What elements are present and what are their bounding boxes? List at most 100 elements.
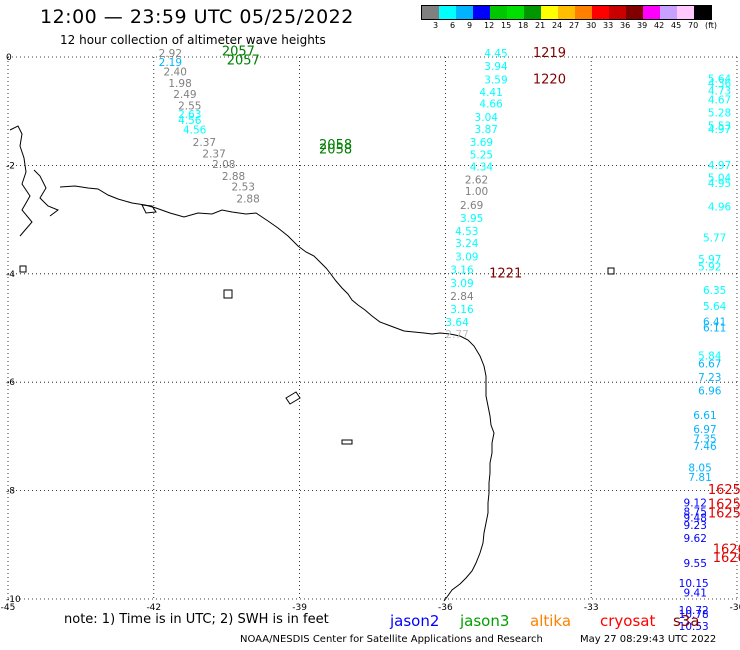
scale-swatch (524, 6, 541, 19)
scale-label: 21 (535, 21, 546, 30)
scale-swatch (541, 6, 558, 19)
scale-label: 30 (586, 21, 597, 30)
scale-swatch (507, 6, 524, 19)
swh-value: 5.77 (703, 232, 726, 244)
orbit-label: 2057 (227, 54, 260, 69)
orbit-label: 1626 (713, 551, 740, 566)
scale-label: 27 (569, 21, 580, 30)
swh-value: 10.78 (679, 609, 709, 621)
swh-value: 9.41 (684, 587, 707, 599)
scale-label: 42 (654, 21, 665, 30)
credit-text: NOAA/NESDIS Center for Satellite Applica… (240, 634, 543, 645)
page-title: 12:00 — 23:59 UTC 05/25/2022 (40, 6, 354, 28)
swh-value: 4.53 (455, 226, 478, 238)
latitude-label: -4 (6, 270, 15, 280)
swh-value: 5.64 (703, 301, 727, 313)
swh-value: 5.04 (708, 173, 732, 185)
footer-note: note: 1) Time is in UTC; 2) SWH is in fe… (64, 612, 329, 627)
satellite-legend-item: cryosat (600, 612, 656, 630)
color-scale-labels: 3 6 9 12 15 18 21 24 27 30 33 36 39 42 45 70 (ft) (421, 20, 717, 32)
swh-value: 2.55 (178, 101, 201, 113)
swh-value: 2.88 (222, 171, 245, 183)
scale-label: 18 (518, 21, 529, 30)
scale-swatch (456, 6, 473, 19)
satellite-legend-item: altika (530, 612, 572, 630)
swh-value: 3.64 (445, 317, 469, 329)
latitude-label: -6 (6, 378, 15, 388)
swh-value: 2.77 (445, 329, 468, 341)
satellite-legend-item: jason3 (460, 612, 510, 630)
swh-value: 9.62 (684, 533, 707, 545)
swh-value: 6.61 (693, 410, 716, 422)
orbit-label: 1625 (708, 497, 740, 512)
longitude-label: -30 (730, 603, 740, 613)
orbit-label: 2058 (319, 138, 352, 153)
longitude-labels: -45 -42 -39 -36 -33 -30 (1, 603, 740, 613)
scale-swatch (626, 6, 643, 19)
swh-value: 7.81 (688, 472, 711, 484)
swh-value: 2.84 (450, 291, 474, 303)
swh-value: 4.97 (708, 160, 731, 172)
color-scale-legend: 3 6 9 12 15 18 21 24 27 30 33 36 39 42 45 70 (ft) (421, 5, 717, 32)
orbit-label: 2058 (319, 142, 352, 157)
coastline (59, 185, 495, 602)
swh-value: 10.72 (679, 605, 709, 617)
swh-value: 5.28 (708, 108, 731, 120)
swh-value: 2.49 (173, 89, 196, 101)
swh-value: 3.87 (475, 124, 498, 136)
satellite-legend-item: s3a (673, 612, 700, 630)
swh-value: 7.23 (698, 372, 721, 384)
swh-value: 4.56 (183, 124, 207, 136)
swh-value: 3.09 (455, 251, 478, 263)
swh-value: 4.56 (178, 115, 202, 127)
latitude-label: -10 (6, 595, 21, 605)
swh-value: 5.97 (698, 254, 721, 266)
swh-value: 9.48 (684, 512, 707, 524)
longitude-label: -45 (1, 603, 16, 613)
scale-swatch (660, 6, 677, 19)
swh-value: 6.35 (703, 285, 726, 297)
swh-value: 5.64 (708, 73, 732, 85)
scale-label: 70 (688, 21, 699, 30)
swh-value: 4.95 (708, 178, 731, 190)
swh-value: 8.05 (688, 463, 711, 475)
scale-swatch (609, 6, 626, 19)
swh-value: 3.04 (475, 112, 499, 124)
swh-value: 5.92 (698, 262, 721, 274)
swh-value: 2.62 (465, 174, 488, 186)
swh-value: 6.67 (698, 359, 721, 371)
swh-value: 3.24 (455, 238, 479, 250)
longitude-label: -39 (292, 603, 307, 613)
coastline-islands (9, 125, 615, 445)
swh-value: 3.09 (450, 278, 473, 290)
swh-value: 4.67 (708, 95, 731, 107)
swh-value: 10.15 (679, 578, 709, 590)
orbit-label: 1220 (533, 73, 566, 88)
swh-value: 3.95 (460, 213, 483, 225)
grid-lines (7, 56, 738, 600)
swh-value: 4.96 (708, 201, 732, 213)
scale-swatch (473, 6, 490, 19)
swh-value: 4.41 (479, 87, 502, 99)
scale-label: 36 (620, 21, 631, 30)
swh-value: 2.40 (164, 66, 187, 78)
scale-swatch (575, 6, 592, 19)
swh-value: 2.08 (212, 159, 235, 171)
swh-value: 3.16 (450, 264, 474, 276)
swh-value: 2.53 (232, 181, 255, 193)
orbit-label: 1221 (489, 267, 522, 282)
swh-value: 3.59 (484, 75, 507, 87)
swh-value: 3.16 (450, 304, 474, 316)
swh-value: 2.69 (460, 200, 483, 212)
swh-value: 4.36 (708, 78, 732, 90)
color-scale-swatches (421, 5, 712, 20)
scale-label: 12 (484, 21, 495, 30)
satellite-legend-item: jason2 (390, 612, 440, 630)
swh-value: 9.12 (684, 497, 707, 509)
longitude-label: -42 (146, 603, 161, 613)
longitude-label: -36 (438, 603, 453, 613)
generated-timestamp: May 27 08:29:43 UTC 2022 (580, 634, 717, 645)
swh-value: 2.37 (202, 148, 225, 160)
swh-value: 2.63 (178, 109, 201, 121)
